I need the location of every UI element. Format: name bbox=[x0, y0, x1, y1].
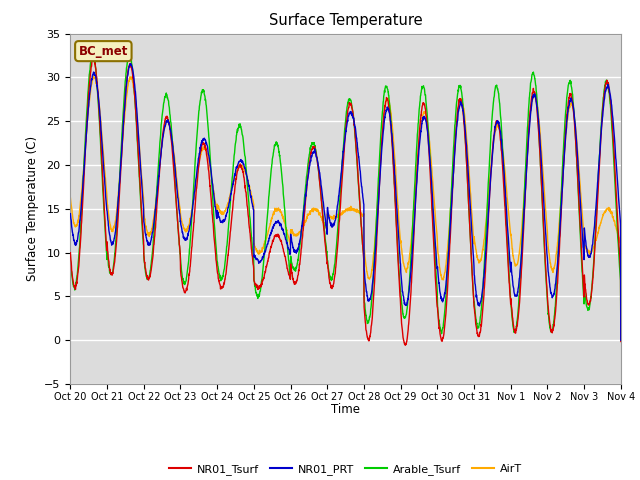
Legend: NR01_Tsurf, NR01_PRT, Arable_Tsurf, AirT: NR01_Tsurf, NR01_PRT, Arable_Tsurf, AirT bbox=[164, 460, 527, 480]
X-axis label: Time: Time bbox=[331, 403, 360, 416]
Y-axis label: Surface Temperature (C): Surface Temperature (C) bbox=[26, 136, 39, 281]
Title: Surface Temperature: Surface Temperature bbox=[269, 13, 422, 28]
Text: BC_met: BC_met bbox=[79, 45, 128, 58]
